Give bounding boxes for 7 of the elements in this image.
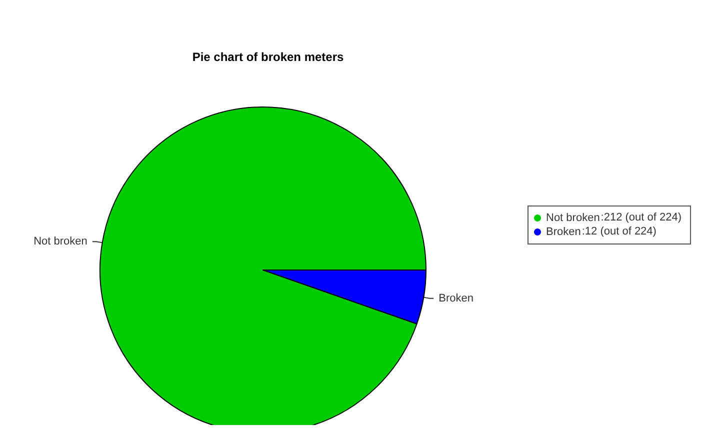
slice-label: Broken	[438, 292, 474, 304]
legend-label: Broken	[546, 226, 581, 238]
text: :212 (out of 224)	[600, 212, 682, 224]
slice-label: Not broken	[34, 236, 88, 248]
legend-label: Not broken	[546, 212, 600, 224]
text: :12 (out of 224)	[582, 226, 656, 238]
chart-title: Pie chart of broken meters	[192, 50, 344, 64]
